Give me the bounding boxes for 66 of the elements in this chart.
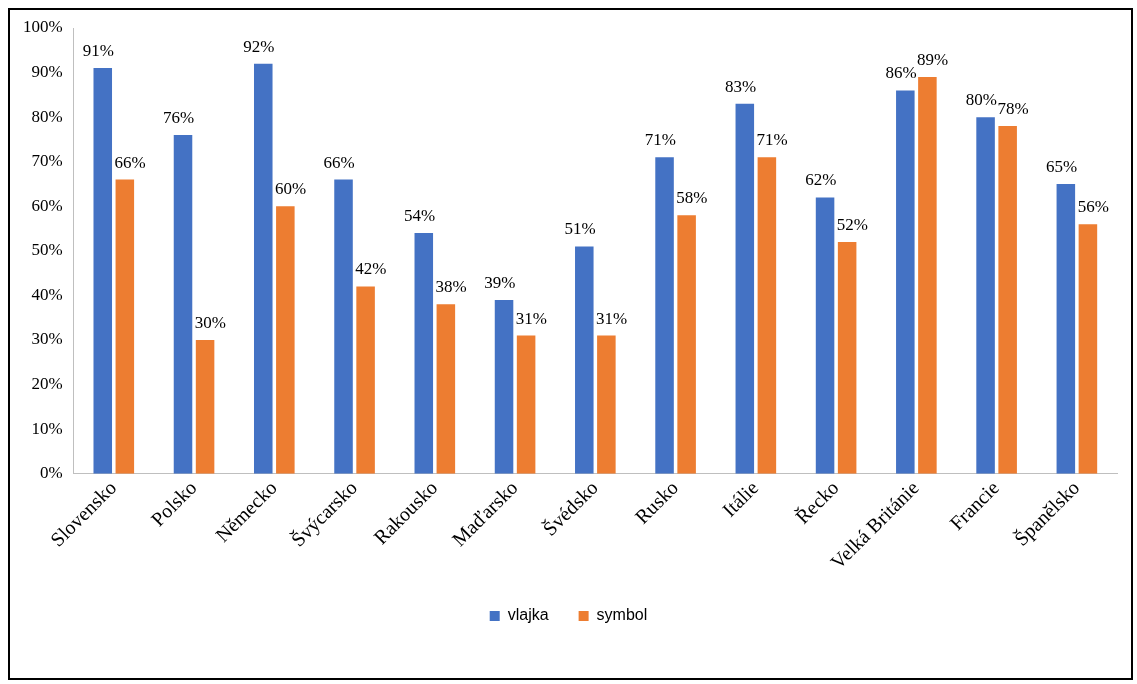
bar	[334, 179, 353, 474]
data-label: 78%	[997, 99, 1029, 119]
data-label: 30%	[194, 312, 226, 332]
data-label: 92%	[243, 36, 275, 56]
bar	[115, 179, 135, 474]
bar	[918, 77, 937, 474]
bar	[1056, 184, 1076, 474]
bar	[575, 246, 594, 474]
data-label: 31%	[515, 308, 548, 328]
data-label: 86%	[885, 63, 917, 83]
bar	[1078, 224, 1098, 474]
data-label: 89%	[917, 50, 949, 69]
data-label: 56%	[1077, 197, 1109, 217]
data-label: 60%	[275, 179, 307, 199]
data-label: 58%	[676, 188, 708, 208]
data-label: 71%	[756, 130, 788, 150]
y-tick-label: 80%	[31, 106, 63, 126]
bar	[516, 335, 536, 474]
bar	[254, 63, 273, 474]
y-tick-label: 20%	[31, 374, 63, 394]
y-tick-label: 90%	[31, 62, 63, 82]
legend-label: symbol	[596, 606, 648, 624]
bar	[655, 157, 674, 474]
y-tick-label: 70%	[31, 151, 63, 171]
data-label: 66%	[323, 152, 355, 172]
bar	[735, 103, 755, 474]
y-tick-label: 50%	[31, 240, 63, 260]
x-tick-label: Itálie	[717, 476, 763, 521]
data-label: 66%	[114, 152, 146, 172]
data-label: 65%	[1045, 156, 1078, 176]
bar	[597, 335, 616, 474]
data-label: 83%	[724, 76, 757, 96]
data-label: 52%	[836, 214, 869, 234]
data-label: 91%	[82, 41, 115, 61]
data-label: 71%	[644, 130, 676, 150]
bar	[195, 340, 215, 474]
y-tick-label: 40%	[31, 284, 63, 304]
bar	[173, 134, 193, 474]
y-tick-label: 30%	[31, 329, 63, 349]
bar	[757, 157, 777, 474]
bar	[276, 206, 295, 474]
data-label: 76%	[163, 107, 195, 127]
data-label: 39%	[484, 272, 516, 292]
y-tick-label: 100%	[22, 17, 63, 37]
data-label: 31%	[596, 308, 628, 328]
y-tick-label: 10%	[31, 418, 63, 438]
y-tick-label: 0%	[39, 463, 63, 483]
bar	[436, 304, 456, 474]
data-label: 42%	[355, 259, 387, 279]
bar	[815, 197, 835, 474]
bar	[356, 286, 375, 474]
legend-label: vlajka	[507, 606, 549, 624]
bar	[896, 90, 915, 474]
data-label: 51%	[564, 219, 596, 239]
bar	[414, 233, 434, 474]
bar	[976, 117, 995, 474]
bar	[677, 215, 696, 474]
y-tick-label: 60%	[31, 195, 63, 215]
data-label: 54%	[403, 206, 436, 226]
data-label: 80%	[965, 90, 997, 110]
bar	[93, 68, 113, 474]
bar	[998, 126, 1017, 474]
data-label: 62%	[805, 170, 837, 190]
bar	[494, 299, 514, 474]
bar	[837, 241, 857, 474]
data-label: 38%	[435, 277, 467, 297]
